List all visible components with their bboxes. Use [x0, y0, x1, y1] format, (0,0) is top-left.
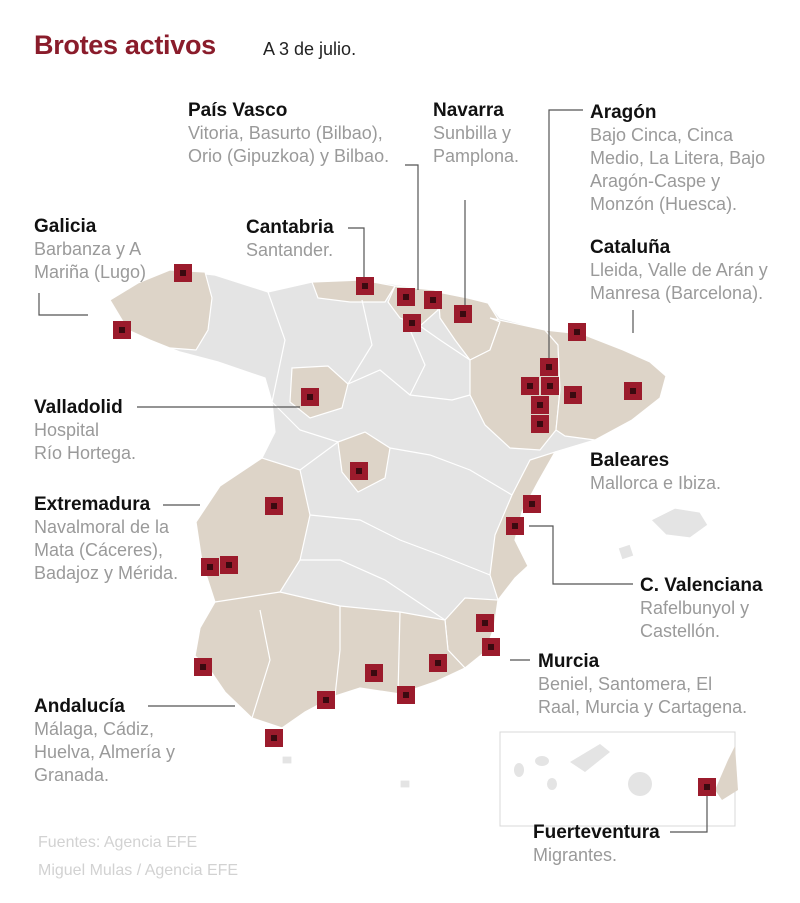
outbreak-marker [201, 558, 219, 576]
region-name: Galicia [34, 216, 97, 237]
map-title: Brotes activos [34, 30, 216, 60]
outbreak-marker [521, 377, 539, 395]
region-name: Aragón [590, 102, 657, 123]
outbreak-marker [113, 321, 131, 339]
region-detail: Rafelbunyol y Castellón. [640, 598, 750, 641]
outbreak-marker [531, 415, 549, 433]
region-name: Cataluña [590, 237, 671, 258]
internal-borders [211, 291, 513, 719]
region-detail: Hospital Río Hortega. [34, 420, 137, 463]
outbreak-marker [265, 497, 283, 515]
region-name: Baleares [590, 450, 670, 471]
outbreak-marker [174, 264, 192, 282]
outbreak-marker [317, 691, 335, 709]
label-cantabria: Cantabria Santander. [246, 216, 334, 262]
galicia-region [109, 269, 213, 351]
outbreak-marker [568, 323, 586, 341]
region-name: Murcia [538, 651, 600, 672]
label-valladolid: Valladolid Hospital Río Hortega. [34, 396, 136, 465]
region-name: Valladolid [34, 397, 123, 418]
cantabria-region [311, 279, 396, 303]
label-baleares: Baleares Mallorca e Ibiza. [590, 449, 721, 495]
label-galicia: Galicia Barbanza y A Mariña (Lugo) [34, 215, 146, 284]
outbreak-marker [265, 729, 283, 747]
label-c-valenciana: C. Valenciana Rafelbunyol y Castellón. [640, 574, 763, 643]
cataluna-region [543, 329, 667, 441]
region-detail: Lleida, Valle de Arán y Manresa (Barcelo… [590, 260, 768, 303]
outbreak-marker [454, 305, 472, 323]
outbreak-marker [220, 556, 238, 574]
outbreak-marker [350, 462, 368, 480]
region-name: Cantabria [246, 217, 334, 238]
region-name: Extremadura [34, 494, 151, 515]
outbreak-marker [356, 277, 374, 295]
region-detail: Málaga, Cádiz, Huelva, Almería y Granada… [34, 719, 176, 785]
author-credit: Miguel Mulas / Agencia EFE [38, 862, 239, 879]
region-detail: Santander. [246, 240, 334, 260]
outbreak-marker [476, 614, 494, 632]
region-detail: Vitoria, Basurto (Bilbao), Orio (Gipuzko… [188, 123, 390, 166]
outbreak-marker [403, 314, 421, 332]
region-detail: Sunbilla y Pamplona. [433, 123, 520, 166]
outbreak-marker [523, 495, 541, 513]
canary-islands-inset [499, 731, 738, 827]
label-pais-vasco: País Vasco Vitoria, Basurto (Bilbao), Or… [188, 99, 389, 168]
source-credit: Fuentes: Agencia EFE [38, 834, 198, 851]
outbreak-marker [564, 386, 582, 404]
map-date: A 3 de julio. [263, 39, 357, 59]
region-detail: Barbanza y A Mariña (Lugo) [34, 239, 147, 282]
outbreak-marker [424, 291, 442, 309]
outbreak-marker [698, 778, 716, 796]
outbreak-marker [194, 658, 212, 676]
region-detail: Bajo Cinca, Cinca Medio, La Litera, Bajo… [590, 125, 766, 214]
label-andalucia: Andalucía Málaga, Cádiz, Huelva, Almería… [34, 695, 175, 787]
outbreak-marker [365, 664, 383, 682]
label-fuerteventura: Fuerteventura Migrantes. [533, 821, 660, 867]
region-name: Fuerteventura [533, 822, 660, 843]
label-extremadura: Extremadura Navalmoral de la Mata (Cácer… [34, 493, 178, 585]
label-murcia: Murcia Beniel, Santomera, El Raal, Murci… [538, 650, 747, 719]
valenciana-region [489, 450, 557, 602]
region-name: Navarra [433, 100, 504, 121]
label-cataluna: Cataluña Lleida, Valle de Arán y Manresa… [590, 236, 768, 305]
label-navarra: Navarra Sunbilla y Pamplona. [433, 99, 519, 168]
outbreak-marker [541, 377, 559, 395]
region-name: C. Valenciana [640, 575, 763, 596]
region-detail: Migrantes. [533, 845, 618, 865]
outbreak-markers [113, 264, 716, 796]
affected-regions [109, 269, 667, 729]
outbreak-marker [482, 638, 500, 656]
region-name: Andalucía [34, 696, 125, 717]
label-aragon: Aragón Bajo Cinca, Cinca Medio, La Liter… [590, 101, 765, 216]
region-detail: Beniel, Santomera, El Raal, Murcia y Car… [538, 674, 748, 717]
outbreak-marker [624, 382, 642, 400]
leader-lines [38, 109, 708, 833]
outbreak-marker [506, 517, 524, 535]
outbreak-marker [531, 396, 549, 414]
region-detail: Navalmoral de la Mata (Cáceres), Badajoz… [34, 517, 179, 583]
region-detail: Mallorca e Ibiza. [590, 473, 722, 493]
outbreak-marker [301, 388, 319, 406]
region-name: País Vasco [188, 100, 288, 121]
outbreak-marker [540, 358, 558, 376]
outbreak-marker [429, 654, 447, 672]
outbreak-marker [397, 288, 415, 306]
outbreak-marker [397, 686, 415, 704]
